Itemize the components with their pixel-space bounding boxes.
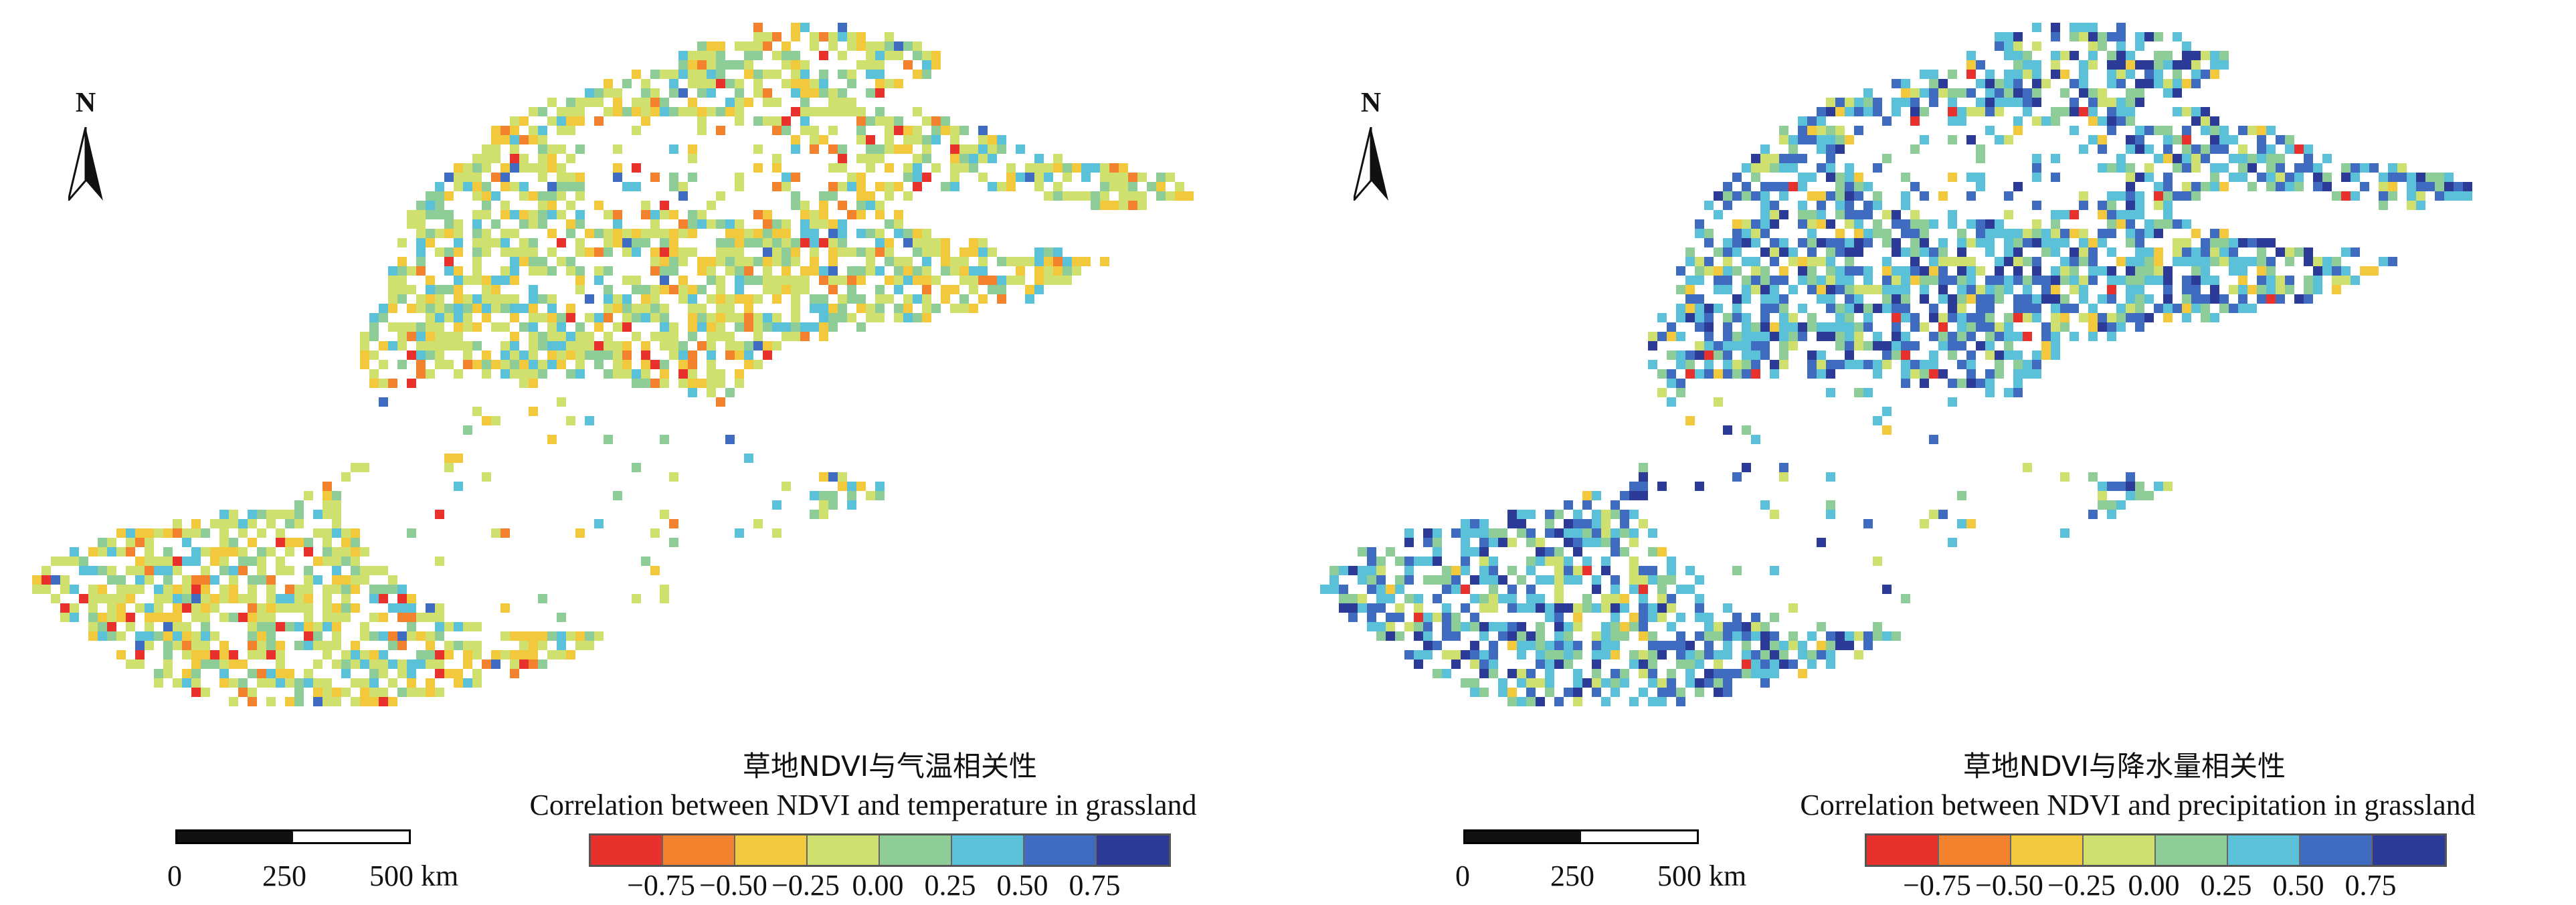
scale-label-250: 250 [1550,860,1594,892]
legend-tick: −0.50 [699,869,767,902]
legend-tick: 0.00 [2128,869,2180,902]
legend-swatch [2084,835,2156,865]
legend-tick: 0.75 [2344,869,2397,902]
scale-bar: 0 250 500 km [1455,829,1838,896]
north-arrow: N [1338,87,1404,207]
legend-tick: 0.25 [924,869,976,902]
legend-tick: −0.75 [627,869,695,902]
scale-label-0: 0 [1455,860,1470,892]
legend-tick: 0.25 [2200,869,2252,902]
legend-swatch [1939,835,2011,865]
precipitation-correlation-panel: N 0 250 500 km 草地NDVI与降水量相关性 Correlation… [1288,0,2576,905]
legend-swatch [1024,835,1097,865]
scale-label-250: 250 [262,860,306,892]
legend-swatch [880,835,952,865]
scale-label-0: 0 [167,860,182,892]
legend-tick: 0.50 [2272,869,2324,902]
legend-tick: −0.25 [771,869,840,902]
legend-tick: 0.50 [996,869,1048,902]
temperature-correlation-map [32,23,1194,706]
legend-title-en: Correlation between NDVI and temperature… [529,789,1197,821]
north-label: N [1360,88,1382,118]
legend-color-bar [1865,833,2447,867]
map-pixel-layer [1320,23,2472,706]
north-arrow-icon [1354,127,1388,201]
legend-color-bar [589,833,1171,867]
legend-ticks: −0.75 −0.50 −0.25 0.00 0.25 0.50 0.75 [589,868,1191,902]
legend-swatch [1097,835,1169,865]
legend-swatch [2373,835,2445,865]
legend-tick: 0.00 [852,869,904,902]
legend-tick: −0.25 [2047,869,2116,902]
legend-swatch [1867,835,1939,865]
legend-swatch [2228,835,2300,865]
scale-label-500: 500 km [1657,860,1747,892]
legend-swatch [2156,835,2228,865]
scale-bar-graphic [175,829,411,844]
legend-swatch [952,835,1024,865]
legend-title-cn: 草地NDVI与气温相关性 [742,750,1038,783]
scale-label-500: 500 km [369,860,459,892]
scale-bar: 0 250 500 km [167,829,550,896]
legend-swatch [2300,835,2373,865]
north-arrow: N [52,87,119,207]
temperature-correlation-panel: N 0 250 500 km 草地NDVI与气温相关性 Correlation … [32,23,1196,902]
map-pixel-layer [32,23,1194,706]
north-label: N [75,88,96,118]
legend-swatch [2011,835,2084,865]
legend-swatch [663,835,735,865]
legend-tick: −0.50 [1975,869,2043,902]
scale-bar-graphic [1463,829,1699,844]
legend-title-en: Correlation between NDVI and precipitati… [1800,789,2476,821]
legend-ticks: −0.75 −0.50 −0.25 0.00 0.25 0.50 0.75 [1865,868,2467,902]
legend-title-cn: 草地NDVI与降水量相关性 [1962,750,2286,783]
legend-tick: 0.75 [1069,869,1121,902]
legend-tick: −0.75 [1903,869,1971,902]
legend-swatch [591,835,663,865]
legend-swatch [808,835,880,865]
precipitation-correlation-map [1320,23,2472,706]
legend-swatch [735,835,808,865]
north-arrow-icon [68,127,103,201]
